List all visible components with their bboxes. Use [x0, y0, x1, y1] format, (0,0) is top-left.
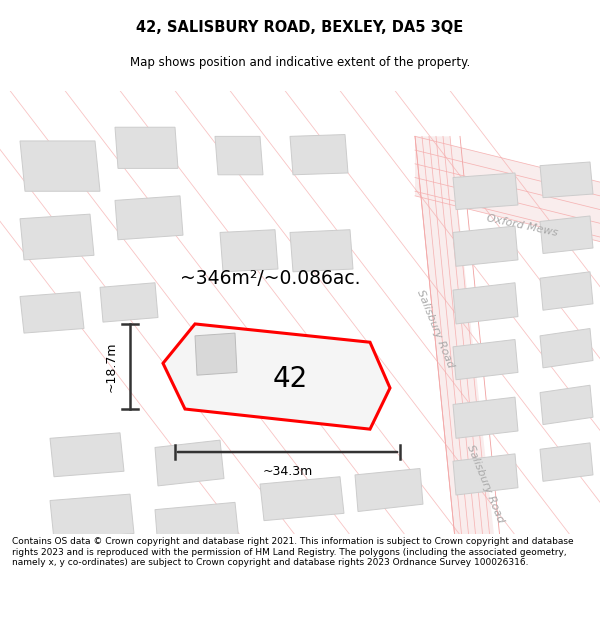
- Polygon shape: [50, 433, 124, 477]
- Polygon shape: [540, 162, 593, 198]
- Polygon shape: [20, 214, 94, 260]
- Text: Salisbury Road: Salisbury Road: [465, 444, 505, 524]
- Polygon shape: [20, 292, 84, 333]
- Polygon shape: [355, 469, 423, 511]
- Polygon shape: [540, 385, 593, 424]
- Text: 42, SALISBURY ROAD, BEXLEY, DA5 3QE: 42, SALISBURY ROAD, BEXLEY, DA5 3QE: [136, 20, 464, 35]
- Polygon shape: [50, 494, 134, 540]
- Polygon shape: [540, 443, 593, 481]
- Polygon shape: [540, 329, 593, 368]
- Polygon shape: [155, 440, 224, 486]
- Polygon shape: [453, 454, 518, 495]
- Polygon shape: [290, 230, 353, 272]
- Polygon shape: [453, 397, 518, 438]
- Polygon shape: [415, 136, 600, 242]
- Polygon shape: [453, 282, 518, 324]
- Polygon shape: [50, 551, 128, 591]
- Polygon shape: [115, 127, 178, 168]
- Polygon shape: [540, 216, 593, 254]
- Text: Contains OS data © Crown copyright and database right 2021. This information is : Contains OS data © Crown copyright and d…: [12, 538, 574, 568]
- Polygon shape: [215, 136, 263, 175]
- Text: ~346m²/~0.086ac.: ~346m²/~0.086ac.: [180, 269, 360, 288]
- Polygon shape: [115, 196, 183, 240]
- Polygon shape: [20, 141, 100, 191]
- Polygon shape: [155, 503, 239, 548]
- Text: ~18.7m: ~18.7m: [105, 341, 118, 392]
- Polygon shape: [163, 324, 390, 429]
- Polygon shape: [540, 272, 593, 310]
- Polygon shape: [290, 134, 348, 175]
- Polygon shape: [415, 136, 500, 589]
- Polygon shape: [100, 282, 158, 322]
- Polygon shape: [453, 339, 518, 380]
- Text: Salisbury Road: Salisbury Road: [415, 288, 455, 369]
- Text: ~34.3m: ~34.3m: [262, 465, 313, 478]
- Polygon shape: [220, 230, 278, 272]
- Polygon shape: [453, 173, 518, 209]
- Polygon shape: [195, 333, 237, 375]
- Polygon shape: [260, 477, 344, 521]
- Polygon shape: [145, 546, 223, 586]
- Text: Oxford Mews: Oxford Mews: [485, 214, 559, 239]
- Text: Map shows position and indicative extent of the property.: Map shows position and indicative extent…: [130, 56, 470, 69]
- Polygon shape: [453, 226, 518, 266]
- Text: 42: 42: [272, 365, 308, 393]
